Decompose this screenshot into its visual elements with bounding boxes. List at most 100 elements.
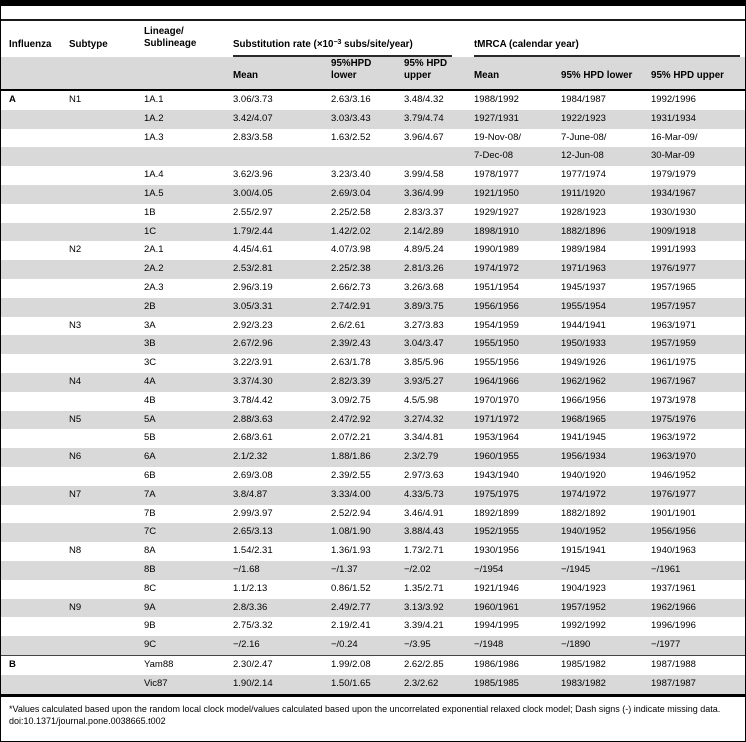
rate-hpd-upper-cell: 2.83/3.37: [404, 206, 444, 218]
subrate-exponent: −3: [333, 39, 342, 46]
table-row: 6B 2.69/3.08 2.39/2.55 2.97/3.63 1943/19…: [1, 467, 745, 486]
top-thick-rule: [1, 0, 745, 6]
subtype-cell: N1: [69, 94, 82, 105]
tmrca-hpd-lower-cell: 1962/1962: [553, 372, 644, 392]
subtype-cell: [61, 636, 136, 656]
subtype-cell: [61, 429, 136, 448]
table-row: 7-Dec-08 12-Jun-08 30-Mar-09: [1, 147, 745, 167]
tmrca-hpd-lower-cell: 1968/1965: [553, 410, 644, 430]
table-row: N2 2A.1 4.45/4.61 4.07/3.98 4.89/5.24 19…: [1, 241, 745, 260]
rate-hpd-lower-cell: 2.07/2.21: [331, 432, 371, 444]
lineage-cell: 8A: [144, 545, 156, 557]
tmrca-mean-cell: 1927/1931: [466, 109, 554, 129]
rate-mean-cell: 2.55/2.97: [233, 206, 273, 218]
subtype-cell: [61, 204, 136, 223]
rate-hpd-lower-cell: 2.74/2.91: [323, 297, 396, 317]
lineage-cell: 8C: [144, 582, 157, 594]
table-row: N5 5A 2.88/3.63 2.47/2.92 3.27/4.32 1971…: [1, 410, 745, 430]
tmrca-mean-cell: 1994/1995: [474, 620, 519, 632]
rate-hpd-lower-cell: −/0.24: [323, 636, 396, 656]
rate-hpd-upper-cell: 3.04/3.47: [396, 335, 467, 355]
tmrca-hpd-lower-cell: 1977/1974: [561, 169, 606, 181]
influenza-cell: [1, 147, 61, 167]
table-top-rule: [1, 19, 745, 21]
rate-mean-cell: 2.99/3.97: [233, 507, 273, 519]
tmrca-hpd-upper-cell: 1957/1959: [643, 335, 745, 355]
tmrca-mean-cell: 1985/1985: [466, 674, 554, 694]
rate-hpd-lower-cell: 2.25/2.58: [331, 206, 371, 218]
tmrca-hpd-lower-cell: 7-June-08/: [561, 131, 607, 143]
rate-hpd-lower-cell: −/1.37: [323, 560, 396, 580]
rate-mean-cell: 2.67/2.96: [225, 335, 323, 355]
rate-mean-cell: 4.45/4.61: [233, 244, 273, 256]
influenza-cell: [1, 617, 61, 636]
doi-line: doi:10.1371/journal.pone.0038665.t002: [9, 716, 166, 727]
lineage-cell: Vic87: [136, 674, 225, 694]
rate-hpd-upper-cell: 1.73/2.71: [404, 545, 444, 557]
tmrca-hpd-lower-cell: 1944/1941: [561, 319, 606, 331]
rate-hpd-upper-cell: 2.3/2.62: [396, 674, 467, 694]
rate-hpd-upper-cell: 3.39/4.21: [404, 620, 444, 632]
rate-hpd-lower-cell: 2.63/1.78: [331, 357, 371, 369]
rate-mean-cell: 3.78/4.42: [233, 394, 273, 406]
tmrca-mean-cell: 1955/1950: [466, 335, 554, 355]
rate-hpd-upper-cell: 4.89/5.24: [404, 244, 444, 256]
influenza-cell: [1, 317, 61, 336]
influenza-cell: B: [1, 654, 61, 675]
lineage-cell: 7B: [144, 507, 156, 519]
rate-hpd-lower-cell: 1.99/2.08: [323, 654, 396, 675]
subtype-cell: N2: [69, 244, 82, 256]
tmrca-hpd-lower-cell: 1957/1952: [553, 598, 644, 618]
rate-mean-cell: 1.90/2.14: [225, 674, 323, 694]
rate-hpd-lower-cell: 3.33/4.00: [323, 485, 396, 505]
tmrca-hpd-upper-cell: 1967/1967: [643, 372, 745, 392]
tmrca-hpd-upper-cell: 30-Mar-09: [643, 147, 745, 167]
tmrca-hpd-lower-cell: 1950/1933: [553, 335, 644, 355]
rate-mean-cell: 2.69/3.08: [233, 469, 273, 481]
subtype-cell: [61, 279, 136, 298]
rate-hpd-upper-cell: −/3.95: [396, 636, 467, 656]
rate-mean-cell: 3.05/3.31: [225, 297, 323, 317]
rate-hpd-lower-cell: 4.07/3.98: [331, 244, 371, 256]
rate-hpd-lower-cell: 2.39/2.55: [331, 469, 371, 481]
rate-hpd-lower-cell: 1.36/1.93: [331, 545, 371, 557]
rate-hpd-lower-cell: 1.88/1.86: [323, 448, 396, 467]
lineage-cell: 7C: [136, 523, 225, 543]
tmrca-hpd-upper-cell: 1934/1967: [643, 184, 745, 204]
lineage-cell: 5B: [144, 432, 156, 444]
rate-hpd-lower-cell: 2.6/2.61: [331, 319, 366, 331]
lineage-cell: 8B: [136, 560, 225, 580]
rate-hpd-upper-cell: 2.62/2.85: [396, 654, 467, 675]
rate-mean-cell: 2.75/3.32: [233, 620, 273, 632]
tmrca-hpd-lower-cell: 1882/1896: [553, 222, 644, 242]
rate-hpd-upper-cell: 3.27/4.32: [396, 410, 467, 430]
subtype-cell: [61, 523, 136, 543]
sub-header-tmrca-mean: Mean: [466, 57, 554, 91]
influenza-cell: [1, 505, 61, 524]
influenza-cell: [1, 598, 61, 618]
tmrca-hpd-upper-cell: 1901/1901: [651, 507, 696, 519]
influenza-cell: [1, 109, 61, 129]
lineage-header-line1: Lineage/: [144, 25, 184, 37]
table-row: 7C 2.65/3.13 1.08/1.90 3.88/4.43 1952/19…: [1, 523, 745, 543]
rate-hpd-upper-cell: 3.48/4.32: [404, 94, 444, 105]
rate-mean-cell: 3.06/3.73: [233, 94, 273, 105]
rate-hpd-lower-cell: 2.49/2.77: [323, 598, 396, 618]
tmrca-hpd-lower-cell: 1928/1923: [561, 206, 606, 218]
rate-mean-cell: 1.1/2.13: [233, 582, 268, 594]
tmrca-hpd-lower-cell: 1971/1963: [553, 260, 644, 279]
table-row: 8B −/1.68 −/1.37 −/2.02 −/1954 −/1945 −/…: [1, 560, 745, 580]
tmrca-hpd-upper-cell: 1962/1966: [643, 598, 745, 618]
lineage-cell: 7A: [136, 485, 225, 505]
tmrca-mean-cell: 1953/1964: [474, 432, 519, 444]
rate-hpd-lower-cell: 3.23/3.40: [331, 169, 371, 181]
tmrca-mean-cell: 1943/1940: [474, 469, 519, 481]
influenza-cell: [1, 222, 61, 242]
rate-mean-cell: 2.96/3.19: [233, 281, 273, 293]
tmrca-hpd-lower-cell: 1955/1954: [553, 297, 644, 317]
lineage-cell: 3B: [136, 335, 225, 355]
rate-hpd-lower-cell: 2.52/2.94: [331, 507, 371, 519]
subtype-cell: N3: [69, 319, 82, 331]
rate-hpd-lower-cell: 1.50/1.65: [323, 674, 396, 694]
tmrca-hpd-lower-cell: 1949/1926: [561, 357, 606, 369]
